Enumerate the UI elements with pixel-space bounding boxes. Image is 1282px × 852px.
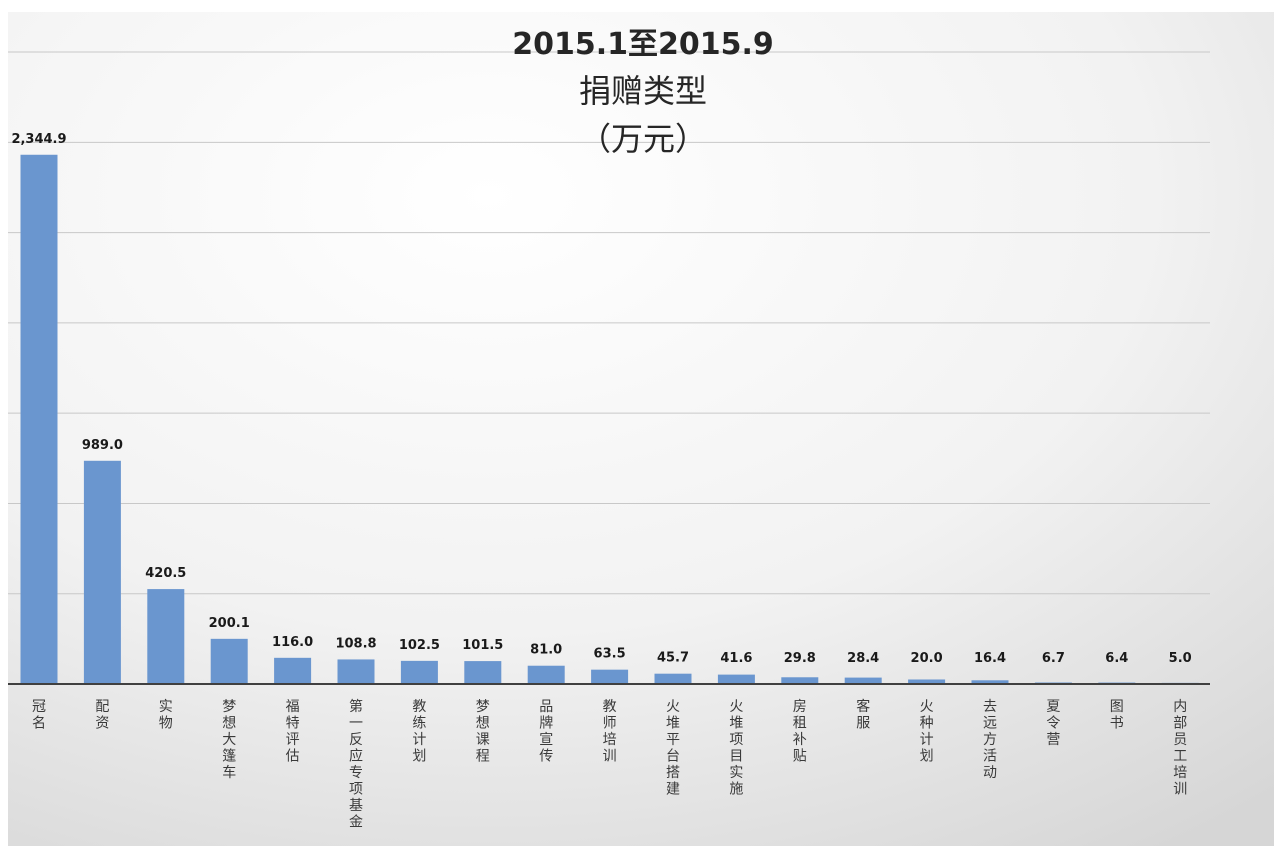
- bar: [83, 460, 121, 684]
- data-label: 2,344.9: [11, 132, 66, 147]
- bar: [400, 660, 438, 684]
- category-label: 夏令营: [1046, 699, 1060, 748]
- data-label: 102.5: [399, 638, 440, 653]
- plot-background: [8, 12, 1274, 846]
- category-label: 内部员工培训: [1173, 699, 1187, 798]
- bar: [464, 661, 502, 684]
- bar: [274, 657, 312, 684]
- data-label: 16.4: [974, 651, 1006, 666]
- bar: [147, 589, 185, 684]
- bar: [908, 679, 946, 684]
- category-label: 配资: [95, 699, 109, 732]
- data-label: 200.1: [209, 616, 250, 631]
- data-label: 6.4: [1105, 651, 1128, 666]
- category-labels: 冠名 配资 实物 梦想大篷车 福特评估 第一反应专项基金 教练计划 梦想课程 品牌宣传 教师培训 火…: [32, 698, 1187, 831]
- data-label: 28.4: [847, 651, 879, 666]
- data-label: 101.5: [462, 638, 503, 653]
- bars: [20, 154, 1199, 684]
- category-label: 教练计划: [412, 699, 426, 765]
- data-label: 29.8: [784, 651, 816, 666]
- data-label: 63.5: [594, 647, 626, 662]
- category-label: 品牌宣传: [539, 699, 553, 765]
- category-label: 火堆平台搭建: [666, 699, 680, 798]
- category-label: 福特评估: [286, 699, 300, 765]
- data-label: 420.5: [145, 566, 186, 581]
- bar: [20, 154, 58, 684]
- category-label: 火种计划: [920, 699, 934, 765]
- bar: [844, 677, 882, 684]
- data-label: 6.7: [1042, 651, 1065, 666]
- category-label: 冠名: [32, 699, 46, 732]
- chart-title-line-1: 2015.1至2015.9: [512, 27, 774, 62]
- bar: [717, 674, 755, 684]
- data-label: 41.6: [720, 651, 752, 666]
- chart-title: 2015.1至2015.9 捐赠类型 （万元）: [512, 27, 774, 158]
- category-label: 梦想大篷车: [222, 699, 236, 781]
- data-label: 20.0: [911, 651, 943, 666]
- category-label: 客服: [856, 698, 870, 732]
- chart-title-line-3: （万元）: [579, 120, 707, 158]
- category-label: 房租补贴: [793, 699, 807, 765]
- category-label: 图书: [1110, 699, 1124, 732]
- category-label: 去远方活动: [983, 699, 997, 781]
- bar: [591, 669, 629, 684]
- bar: [971, 680, 1009, 684]
- data-label: 81.0: [530, 643, 562, 658]
- bar: [337, 659, 375, 684]
- data-label: 5.0: [1169, 651, 1192, 666]
- category-label: 梦想课程: [476, 699, 490, 765]
- chart-title-line-2: 捐赠类型: [579, 72, 707, 110]
- bar: [527, 665, 565, 684]
- category-label: 教师培训: [603, 699, 617, 765]
- bar: [210, 638, 248, 684]
- data-label: 116.0: [272, 635, 313, 650]
- gridlines: [8, 51, 1210, 595]
- data-label: 45.7: [657, 651, 689, 666]
- category-label: 实物: [159, 699, 173, 732]
- data-label: 108.8: [335, 636, 376, 651]
- data-labels: 2,344.9 989.0 420.5 200.1 116.0 108.8 102.5 101…: [11, 132, 1191, 666]
- data-label: 989.0: [82, 438, 123, 453]
- category-label: 火堆项目实施: [729, 699, 743, 798]
- bar: [781, 677, 819, 684]
- bar: [654, 673, 692, 684]
- category-label: 第一反应专项基金: [349, 698, 363, 831]
